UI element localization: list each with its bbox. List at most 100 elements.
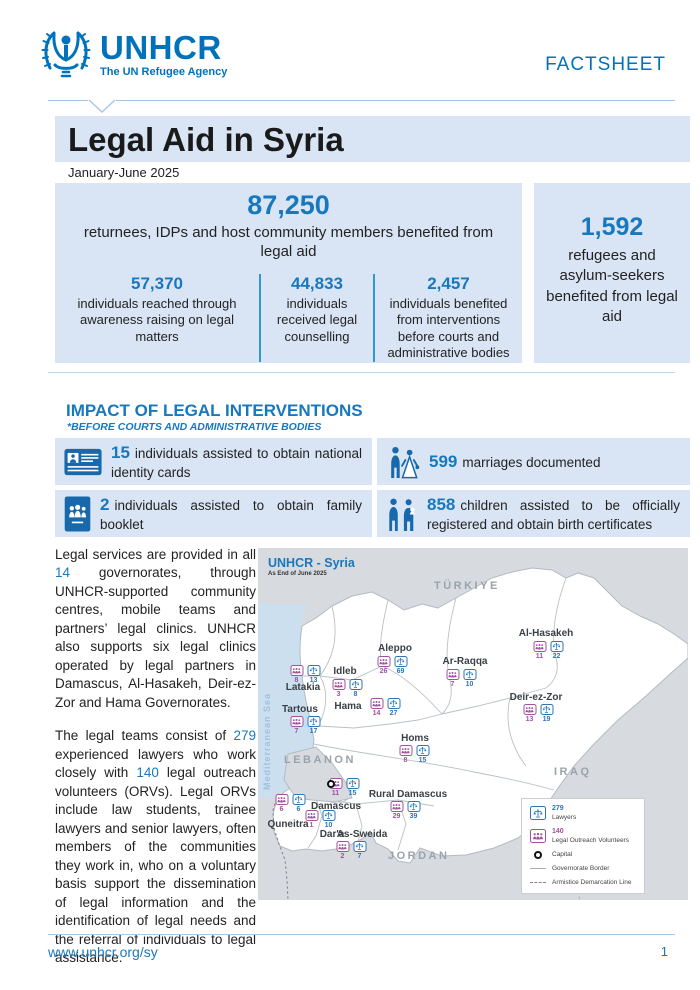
governorate-label: Ar-Raqqa [442,656,488,667]
orv-count: 29 [392,813,401,820]
footer-url[interactable]: www.unhcr.org/sy [48,944,158,960]
legend-capital-label: Capital [552,850,573,858]
body-text: Legal services are provided in all 14 go… [55,546,256,983]
impact-value: 15 [111,443,130,462]
legal-outreach-volunteers-icon [377,656,390,667]
orv-count: 11 [331,790,340,797]
lawyer-count: 10 [324,822,333,829]
page-number: 1 [660,944,668,959]
governorate-label: Aleppo [378,643,412,654]
legal-outreach-volunteers-icon [336,841,349,852]
logo-subtitle: The UN Refugee Agency [100,66,228,78]
legal-outreach-volunteers-icon [523,704,536,715]
legend-lawyers: 279 Lawyers [529,805,637,822]
legal-outreach-volunteers-icon [275,794,288,805]
orv-count: 8 [294,677,299,684]
impact-value: 599 [429,451,458,471]
governorate-label: Al-Hasakeh [518,628,574,639]
impact-title: IMPACT OF LEGAL INTERVENTIONS [66,401,363,420]
unhcr-emblem-icon [40,24,92,85]
governorate-icon-pair: 11 22 [533,641,564,660]
governorate-label: Quneitra [267,819,309,830]
legend-border-label: Governorate Border [552,864,610,872]
orv-count: 3 [336,691,341,698]
text-segment: Legal services are provided in all [55,547,256,562]
region-label: Mediterranean Sea [262,692,272,790]
impact-subtitle: *BEFORE COURTS AND ADMINISTRATIVE BODIES [67,421,322,433]
legend-orv: 140 Legal Outreach Volunteers [529,828,637,845]
impact-grid: 15 individuals assisted to obtain nationa… [55,438,690,538]
lawyers-icon [322,810,335,821]
refugee-stat-panel: 1,592 refugees and asylum-seekers benefi… [534,183,690,363]
sub-stat-counselling: 44,833 individuals received legal counse… [259,273,373,362]
lawyer-count: 22 [552,653,561,660]
title-band: Legal Aid in Syria [55,116,690,162]
governorate-icon-pair: 29 39 [390,801,421,820]
legal-outreach-volunteers-icon [290,665,303,676]
text-segment: 14 [55,565,71,581]
orv-count: 7 [450,681,455,688]
lawyers-icon [387,698,400,709]
capital-icon [533,850,542,859]
governorate-icon-pair: 7 10 [446,669,477,688]
lawyers-icon [307,716,320,727]
orv-count: 8 [403,757,408,764]
sub-stat-label: individuals reached through awareness ra… [77,295,237,344]
governorate-icon-pair: 7 17 [290,716,321,735]
orv-count: 7 [294,728,299,735]
governorate-border-icon [529,868,546,870]
lawyers-icon [307,665,320,676]
legal-outreach-volunteers-icon [399,745,412,756]
lawyer-count: 15 [418,757,427,764]
logo-title: UNHCR [100,29,222,66]
legal-outreach-volunteers-icon [446,669,459,680]
lawyers-icon [550,641,563,652]
governorate-label: Latakia [285,682,321,693]
lawyers-icon [463,669,476,680]
governorate-icon-pair: 8 15 [399,745,430,764]
text-segment: 140 [136,765,159,781]
impact-label: individuals assisted to obtain family bo… [100,498,362,532]
governorate-label: Damascus [310,801,362,812]
id-card-icon [64,448,102,476]
sub-stat-awareness: 57,370 individuals reached through aware… [55,274,259,362]
governorate-icon-pair: 6 6 [275,794,306,813]
footer-divider [48,934,675,935]
syria-map: UNHCR - Syria As End of June 2025 TÜRKIY… [258,548,688,900]
lawyer-count: 15 [348,790,357,797]
armistice-line-icon [529,882,546,884]
family-booklet-icon [64,495,91,532]
lawyer-count: 13 [309,677,318,684]
legend-border: Governorate Border [529,865,637,873]
body-paragraph: Legal services are provided in all 14 go… [55,546,256,712]
text-segment: experienced lawyers who work closely wit… [55,746,256,781]
page-title: Legal Aid in Syria [68,121,344,158]
lawyer-count: 7 [357,853,362,860]
sub-stat-label: individuals received legal counselling [276,295,358,344]
legal-outreach-volunteers-icon [290,716,303,727]
governorate-label: Deir-ez-Zor [509,692,563,703]
lawyers-icon [407,801,420,812]
orv-count: 14 [372,710,381,717]
impact-label: marriages documented [462,454,601,470]
governorate-icon-pair: 3 8 [332,679,363,698]
governorate-label: As-Sweida [336,829,388,840]
lawyer-count: 39 [409,813,418,820]
impact-label: children assisted to be officially regis… [427,498,680,532]
lawyers-icon [349,679,362,690]
syria-map-svg [258,548,688,900]
region-label: JORDAN [388,850,450,862]
sub-stat-interventions: 2,457 individuals benefited from interve… [373,273,522,362]
main-stat-label: returnees, IDPs and host community membe… [83,224,494,260]
map-subtitle: As End of June 2025 [268,571,327,577]
legal-outreach-volunteers-icon [370,698,383,709]
legal-outreach-volunteers-icon [390,801,403,812]
lawyers-icon [346,778,359,789]
main-stat-value: 87,250 [247,190,330,220]
governorate-icon-pair: 11 15 [329,778,360,797]
lawyer-count: 6 [296,806,301,813]
chevron-down-icon [88,99,116,119]
impact-cell-id-cards: 15 individuals assisted to obtain nationa… [55,438,372,486]
region-label: IRAQ [554,766,592,778]
legal-outreach-volunteers-icon [529,829,546,844]
